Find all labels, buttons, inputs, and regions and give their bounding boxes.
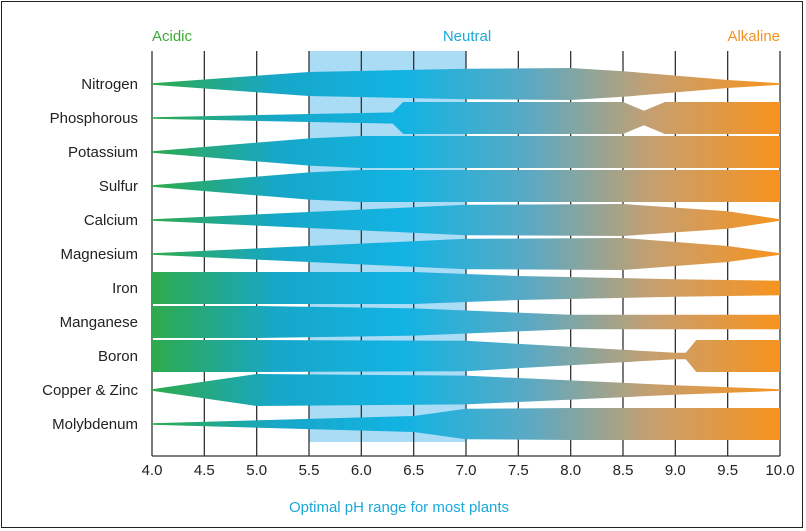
x-tick-label: 8.0 [560,462,581,479]
nutrient-label: Phosphorous [50,110,138,127]
nutrient-band-phosphorous [152,102,780,134]
nutrient-band-nitrogen [152,68,780,100]
nutrient-band-molybdenum [152,408,780,440]
alkaline-zone-label: Alkaline [727,28,780,45]
optimal-range-caption: Optimal pH range for most plants [289,499,509,516]
x-tick-label: 4.0 [142,462,163,479]
x-tick-label: 9.0 [665,462,686,479]
acidic-zone-label: Acidic [152,28,193,45]
nutrient-band-iron [152,272,780,304]
nutrient-band-boron [152,340,780,372]
neutral-zone-label: Neutral [443,28,491,45]
nutrient-band-copper-zinc [152,374,780,406]
nutrient-band-sulfur [152,170,780,202]
nutrient-label: Iron [112,280,138,297]
x-tick-label: 10.0 [765,462,794,479]
nutrient-label: Potassium [68,144,138,161]
nutrient-label: Molybdenum [52,416,138,433]
nutrient-band-calcium [152,204,780,236]
nutrient-label: Copper & Zinc [42,382,138,399]
x-tick-label: 7.5 [508,462,529,479]
nutrient-band-manganese [152,306,780,338]
x-tick-label: 7.0 [456,462,477,479]
nutrient-label: Manganese [60,314,138,331]
x-tick-label: 6.0 [351,462,372,479]
x-tick-label: 8.5 [613,462,634,479]
nutrient-label: Magnesium [60,246,138,263]
x-tick-label: 5.5 [299,462,320,479]
nutrient-band-magnesium [152,238,780,270]
nutrient-label: Calcium [84,212,138,229]
nutrient-label: Nitrogen [81,76,138,93]
x-tick-label: 4.5 [194,462,215,479]
x-tick-label: 6.5 [403,462,424,479]
x-tick-label: 9.5 [717,462,738,479]
x-tick-label: 5.0 [246,462,267,479]
nutrient-band-potassium [152,136,780,168]
nutrient-label: Sulfur [99,178,138,195]
nutrient-label: Boron [98,348,138,365]
